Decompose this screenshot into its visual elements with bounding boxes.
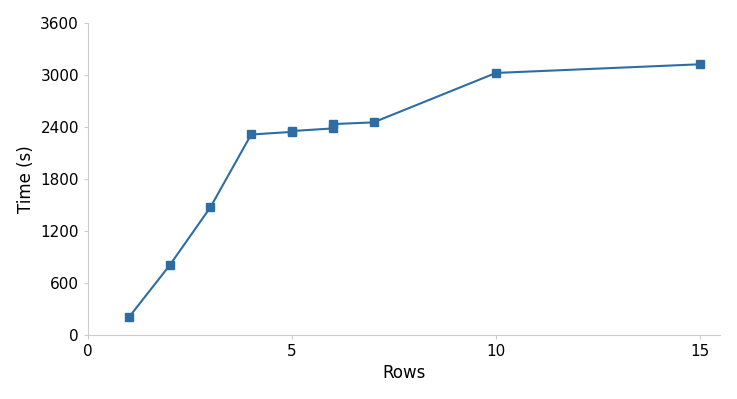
X-axis label: Rows: Rows <box>383 364 426 382</box>
Y-axis label: Time (s): Time (s) <box>17 145 35 213</box>
